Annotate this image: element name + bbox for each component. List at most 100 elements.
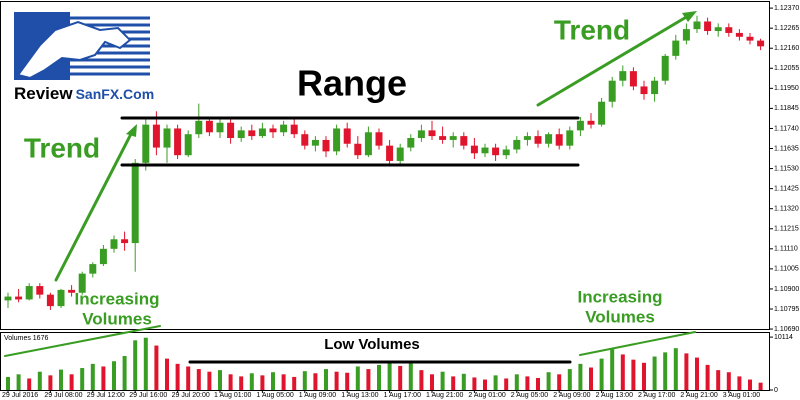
volume-bar: [695, 357, 699, 390]
volume-bar: [59, 369, 63, 390]
x-tick-label: 29 Jul 08:00: [44, 392, 82, 399]
increasing-label: Volumes: [82, 309, 152, 328]
x-tick-label: 29 Jul 16:00: [129, 392, 167, 399]
y-tick-label: 1.11110: [774, 246, 798, 253]
y-tick-label: 1.11530: [774, 165, 799, 172]
volume-bar: [281, 374, 286, 390]
candle-body: [428, 130, 436, 137]
volume-bar: [218, 370, 222, 390]
volume-bar: [27, 378, 32, 390]
volume-bar: [525, 376, 530, 390]
volume-bar: [101, 366, 106, 390]
candle-body: [174, 128, 182, 156]
volume-bar: [726, 372, 731, 390]
y-tick-label: 1.11215: [774, 226, 799, 233]
x-tick-label: 29 Jul 2016: [2, 392, 38, 399]
x-tick-label: 1 Aug 21:00: [426, 392, 463, 399]
candle-body: [4, 296, 12, 301]
y-tick-label: 1.11950: [774, 85, 799, 92]
volume-bar: [398, 365, 403, 390]
candle-body: [513, 139, 521, 150]
logo-part1: Review: [14, 84, 73, 103]
candle-body: [704, 21, 712, 32]
volume-bar: [599, 358, 604, 390]
candle-body: [290, 124, 298, 135]
volume-bar: [48, 375, 53, 390]
candle-body: [640, 86, 648, 95]
candle-body: [386, 145, 394, 161]
candle-body: [184, 134, 192, 156]
candle-body: [121, 239, 129, 244]
volume-bar: [684, 353, 689, 390]
logo-bull: [16, 20, 132, 80]
y-tick-label: 1.11005: [774, 266, 799, 273]
volume-bar: [663, 352, 668, 390]
candle-body: [672, 40, 680, 56]
volume-bar: [514, 374, 519, 390]
marks: 1.12370 1.12265 1.12160 1.12055 1.11950 1.118…: [2, 5, 799, 399]
x-tick-label: 3 Aug 01:00: [723, 392, 760, 399]
candle-body: [195, 120, 203, 135]
volume-bar: [16, 374, 21, 390]
candle-body: [248, 130, 256, 137]
candle-body: [523, 136, 531, 140]
volume-bar: [620, 354, 625, 390]
x-tick-label: 1 Aug 05:00: [256, 392, 293, 399]
volume-bar: [419, 370, 424, 390]
y-tick-label: 1.12370: [774, 5, 799, 12]
volume-tick-label: 0: [774, 387, 778, 394]
candle-body: [311, 139, 319, 146]
volume-tick-label: 10114: [774, 334, 793, 341]
x-tick-label: 2 Aug 01:00: [468, 392, 505, 399]
volume-bar: [504, 378, 509, 390]
logo-part2: SanFX.Com: [76, 86, 155, 102]
volume-bar: [90, 363, 95, 390]
trend-label: Trend: [554, 14, 630, 45]
x-tick-label: 1 Aug 17:00: [384, 392, 421, 399]
candle-body: [545, 134, 553, 144]
volume-bar: [567, 369, 572, 390]
volume-bar: [536, 377, 540, 390]
candle-body: [68, 289, 76, 293]
arrow-head: [126, 124, 137, 137]
volume-bar: [313, 373, 318, 390]
x-tick-label: 2 Aug 05:00: [511, 392, 548, 399]
volume-bar: [430, 374, 434, 390]
candle-body: [587, 120, 595, 125]
trend-line: [536, 14, 690, 107]
volume-bar: [355, 366, 360, 390]
increasing-label: Increasing: [577, 287, 662, 306]
volume-bar: [673, 348, 678, 390]
candle-body: [280, 124, 288, 133]
volume-bar: [345, 372, 350, 390]
candle-body: [555, 134, 563, 146]
volume-line: [4, 325, 161, 357]
candle-body: [619, 71, 627, 81]
increasing-label: Increasing: [74, 289, 159, 308]
candle-body: [492, 147, 500, 156]
candle-body: [142, 124, 150, 163]
volume-bar: [652, 356, 657, 390]
volume-bar: [748, 379, 752, 390]
volume-bar: [175, 363, 180, 390]
candle-body: [576, 120, 584, 131]
candle-body: [216, 122, 224, 133]
volume-bar: [239, 376, 244, 390]
candle-body: [470, 145, 478, 154]
candle-body: [534, 136, 542, 144]
candle-body: [131, 162, 139, 244]
volume-bar: [472, 377, 477, 390]
volume-bar: [440, 371, 445, 390]
y-tick-label: 1.11635: [774, 145, 799, 152]
x-tick-label: 29 Jul 20:00: [172, 392, 210, 399]
candle-body: [725, 27, 733, 33]
candle-body: [269, 128, 277, 133]
candle-body: [661, 55, 669, 81]
volume-panel: [0, 332, 770, 391]
candle-body: [481, 147, 489, 154]
candle-body: [682, 29, 690, 41]
volume-bar: [292, 376, 297, 390]
y-tick-label: 1.11845: [774, 105, 799, 112]
low-volumes-label: Low Volumes: [324, 336, 420, 353]
volume-bar: [589, 367, 593, 390]
